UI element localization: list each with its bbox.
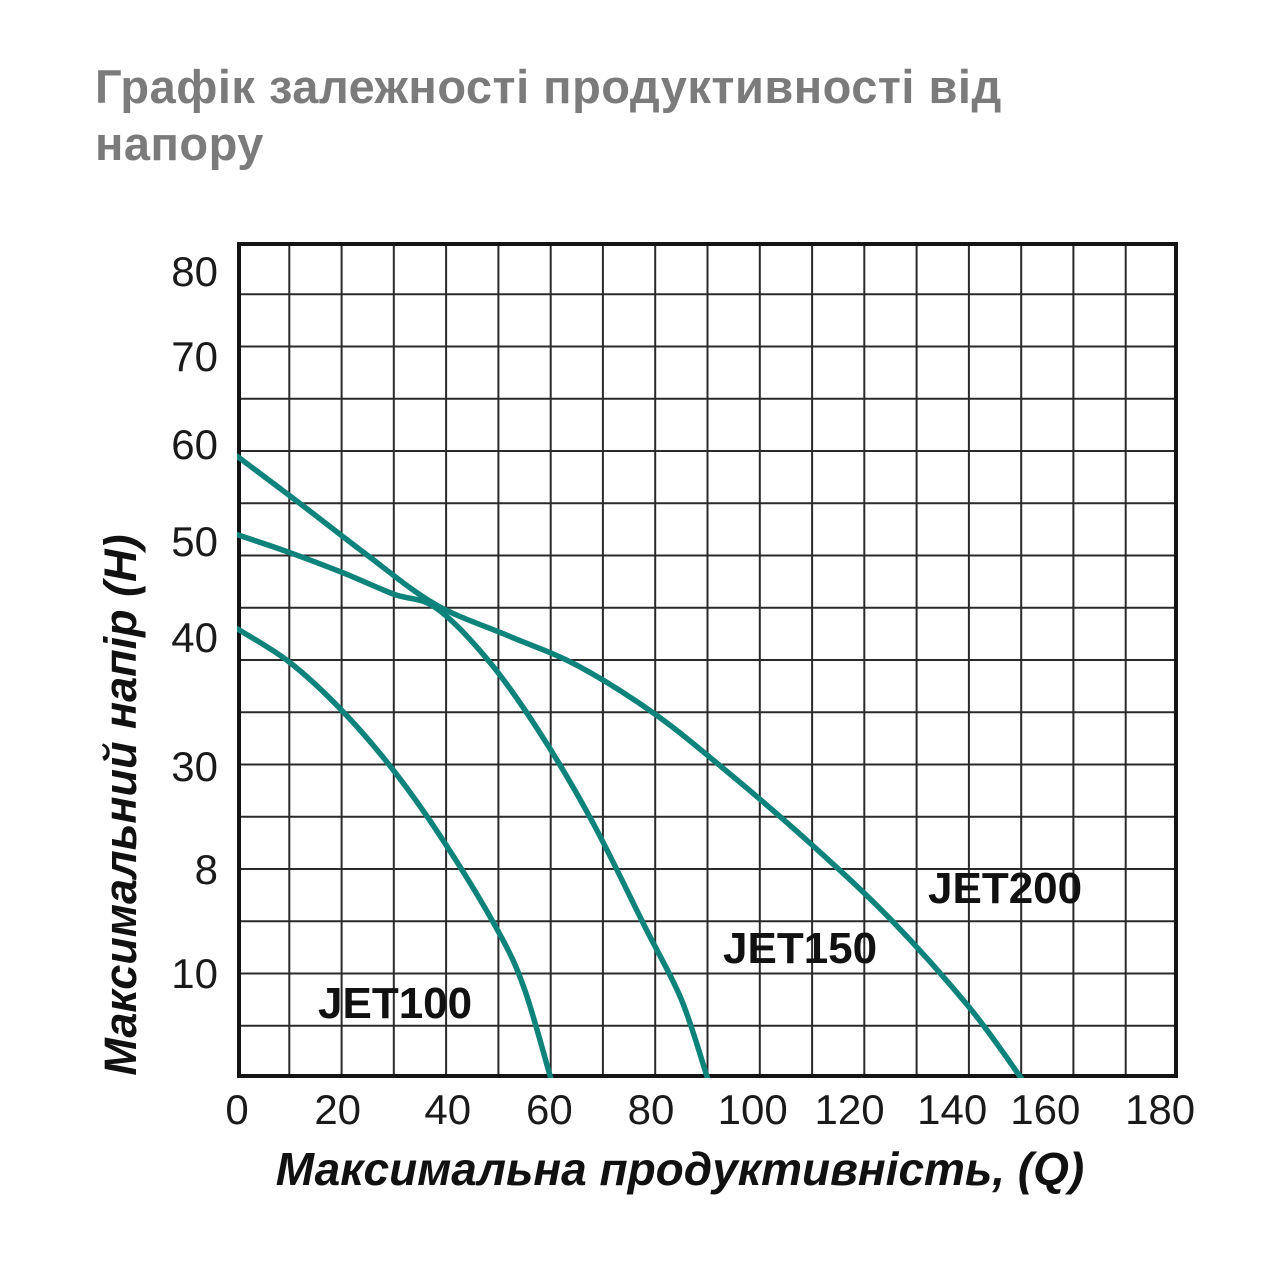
x-tick-label: 160 [1010, 1086, 1081, 1133]
y-tick-label: 50 [171, 518, 218, 566]
chart-svg: JET100 JET150 JET200 [234, 242, 1178, 1081]
x-tick-label: 20 [314, 1086, 362, 1133]
x-tick-label: 140 [917, 1086, 988, 1133]
curve-label-jet150: JET150 [723, 924, 877, 973]
x-axis-title: Максимальна продуктивність, (Q) [275, 1143, 1085, 1195]
curve-label-jet200: JET200 [928, 864, 1082, 913]
curve-jet150 [234, 531, 711, 1081]
curve-label-jet100: JET100 [318, 979, 472, 1028]
y-tick-label: 8 [194, 845, 218, 893]
y-tick-label: 60 [171, 421, 218, 469]
y-axis-ticks: 80 70 60 50 40 30 8 10 [100, 242, 218, 1078]
chart-title: Графік залежності продуктивності від нап… [95, 60, 1002, 171]
y-tick-label: 30 [171, 743, 218, 790]
plot-area: JET100 JET150 JET200 [234, 242, 1178, 1081]
x-tick-label: 120 [814, 1086, 885, 1133]
y-tick-label: 10 [171, 950, 218, 998]
y-tick-label: 70 [171, 333, 218, 381]
x-tick-label: 180 [1125, 1086, 1196, 1133]
y-tick-label: 40 [171, 614, 218, 662]
curve-jet100 [234, 625, 554, 1081]
x-tick-label: 40 [424, 1086, 472, 1133]
x-tick-label: 0 [225, 1086, 249, 1133]
x-tick-label: 80 [627, 1086, 675, 1133]
x-tick-label: 60 [526, 1086, 573, 1133]
curve-jet200 [234, 453, 1024, 1081]
x-axis-ticks: 0 20 40 60 80 100 120 140 160 180 [225, 1086, 1195, 1136]
y-tick-label: 80 [171, 248, 218, 296]
x-tick-label: 100 [717, 1086, 788, 1133]
